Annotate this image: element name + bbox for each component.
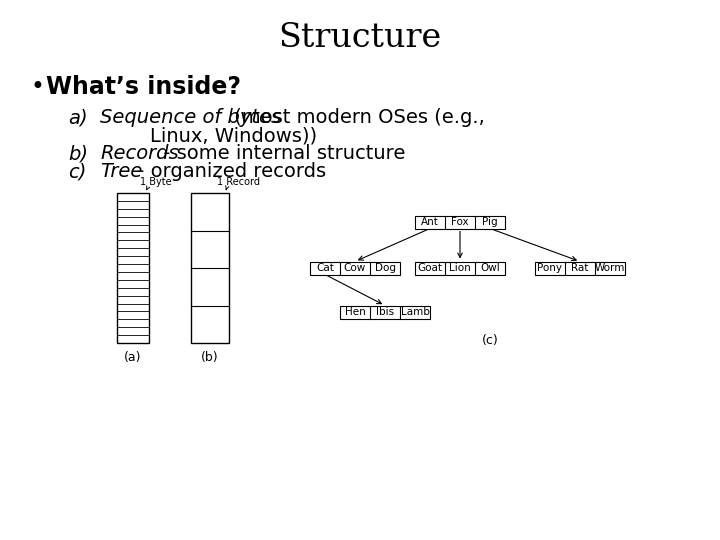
Text: Rat: Rat [571, 263, 589, 273]
Text: Cat: Cat [316, 263, 334, 273]
Text: Ant: Ant [421, 217, 439, 227]
Text: Structure: Structure [279, 22, 441, 54]
Text: •: • [30, 75, 44, 99]
Text: (b): (b) [201, 351, 219, 364]
Text: Cow: Cow [344, 263, 366, 273]
Text: - organized records: - organized records [131, 162, 326, 181]
Text: - some internal structure: - some internal structure [157, 144, 405, 163]
Text: Fox: Fox [451, 217, 469, 227]
Text: c): c) [68, 162, 86, 181]
Text: (most modern OSes (e.g.,: (most modern OSes (e.g., [228, 108, 485, 127]
Text: (a): (a) [125, 351, 142, 364]
Text: a): a) [68, 108, 88, 127]
Bar [340, 306, 430, 319]
Text: What’s inside?: What’s inside? [46, 75, 241, 99]
Text: Linux, Windows)): Linux, Windows)) [100, 126, 317, 145]
Text: Pony: Pony [538, 263, 562, 273]
Text: Ibis: Ibis [376, 307, 394, 317]
Text: Lamb: Lamb [400, 307, 429, 317]
Text: (c): (c) [482, 334, 498, 347]
Text: 1 Record: 1 Record [217, 177, 260, 187]
Bar [117, 193, 149, 343]
Text: Worm: Worm [595, 263, 625, 273]
Text: Records: Records [100, 144, 179, 163]
Bar [415, 261, 505, 274]
Text: b): b) [68, 144, 88, 163]
Text: Lion: Lion [449, 263, 471, 273]
Text: Owl: Owl [480, 263, 500, 273]
Bar [415, 215, 505, 228]
Text: 1 Byte: 1 Byte [140, 177, 171, 187]
Text: Sequence of bytes: Sequence of bytes [100, 108, 281, 127]
Text: Hen: Hen [345, 307, 365, 317]
Text: Dog: Dog [374, 263, 395, 273]
Bar [310, 261, 400, 274]
Bar [535, 261, 625, 274]
Text: Pig: Pig [482, 217, 498, 227]
Bar [191, 193, 229, 343]
Text: Goat: Goat [418, 263, 443, 273]
Text: Tree: Tree [100, 162, 143, 181]
